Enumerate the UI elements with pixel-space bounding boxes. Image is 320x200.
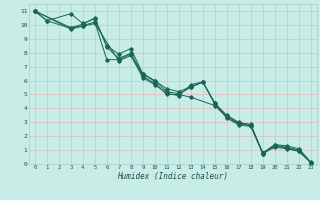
X-axis label: Humidex (Indice chaleur): Humidex (Indice chaleur) [117, 172, 228, 181]
